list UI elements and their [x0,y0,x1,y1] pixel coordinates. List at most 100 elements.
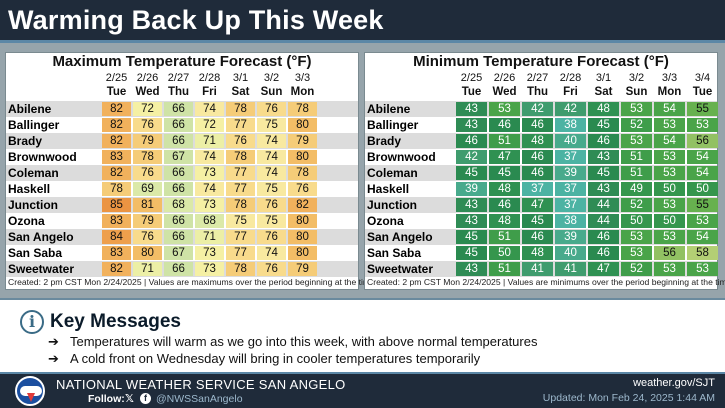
temperature-cell: 38 [555,118,586,132]
temperature-cell: 42 [555,102,586,116]
day-header: Tue [692,86,713,98]
key-message-item: ➔ Temperatures will warm as we go into th… [48,334,537,350]
temperature-cell: 77 [226,182,255,196]
header-bar [0,0,725,42]
city-name: Brownwood [367,150,436,164]
temperature-cell: 54 [687,150,718,164]
social-handle-link[interactable]: @NWSSanAngelo [156,393,243,405]
temperature-cell: 79 [288,262,317,276]
temperature-cell: 73 [195,198,224,212]
temperature-cell: 37 [555,182,586,196]
day-header: Sun [625,86,648,98]
temperature-cell: 54 [687,166,718,180]
temperature-cell: 82 [102,166,131,180]
temperature-cell: 51 [489,134,520,148]
temperature-cell: 39 [555,230,586,244]
min-day-header-row: Tue Wed Thu Fri Sat Sun Mon Tue [365,84,717,100]
city-name: Ozona [8,214,45,228]
date-header: 2/27 [167,72,190,84]
temperature-cell: 82 [102,262,131,276]
temperature-cell: 38 [555,214,586,228]
temperature-cell: 40 [555,246,586,260]
temperature-cell: 53 [621,102,652,116]
temperature-cell: 78 [226,102,255,116]
x-icon[interactable]: 𝕏 [125,393,134,405]
city-name: Brady [8,134,43,148]
table-row: San Saba 83 80 67 73 77 74 80 [6,245,358,261]
city-name: Ballinger [8,118,60,132]
lightning-icon [27,393,35,402]
city-name: San Saba [8,246,63,260]
table-row: Brady 46 51 48 40 46 53 54 56 [365,133,718,149]
temperature-cell: 85 [102,198,131,212]
temperature-cell: 53 [687,118,718,132]
temperature-cell: 66 [164,262,193,276]
temperature-cell: 75 [257,182,286,196]
temperature-cell: 43 [456,198,487,212]
temperature-cell: 43 [456,262,487,276]
table-row: Sweetwater 43 51 41 41 47 52 53 53 [365,261,718,277]
temperature-cell: 45 [456,230,487,244]
temperature-cell: 78 [288,102,317,116]
temperature-cell: 81 [133,198,162,212]
temperature-cell: 77 [226,166,255,180]
temperature-cell: 74 [257,150,286,164]
temperature-cell: 77 [226,118,255,132]
temperature-cell: 71 [195,230,224,244]
day-header: Wed [135,86,160,98]
temperature-cell: 48 [588,102,619,116]
temperature-cell: 46 [588,230,619,244]
table-row: Ballinger 82 76 66 72 77 75 80 [6,117,358,133]
temperature-cell: 66 [164,230,193,244]
temperature-cell: 48 [489,214,520,228]
temperature-cell: 71 [195,134,224,148]
date-header: 3/4 [694,72,711,84]
table-row: Brownwood 83 78 67 74 78 74 80 [6,149,358,165]
temperature-cell: 76 [226,134,255,148]
temperature-cell: 67 [164,246,193,260]
temperature-cell: 37 [522,182,553,196]
temperature-cell: 52 [621,118,652,132]
temperature-cell: 80 [288,230,317,244]
temperature-cell: 76 [257,230,286,244]
temperature-cell: 76 [257,262,286,276]
temperature-cell: 53 [654,262,685,276]
temperature-cell: 53 [687,262,718,276]
temperature-cell: 78 [226,262,255,276]
date-header: 3/3 [661,72,678,84]
day-header: Thu [167,86,190,98]
facebook-icon[interactable]: f [140,393,151,404]
city-name: Coleman [367,166,418,180]
day-header: Sun [260,86,283,98]
office-name: NATIONAL WEATHER SERVICE SAN ANGELO [56,377,346,392]
date-header: 2/28 [559,72,582,84]
temperature-cell: 41 [555,262,586,276]
temperature-cell: 73 [195,166,224,180]
temperature-cell: 84 [102,230,131,244]
temperature-cell: 55 [687,102,718,116]
temperature-cell: 40 [555,134,586,148]
city-name: Haskell [367,182,410,196]
table-row: San Saba 45 50 48 40 46 53 56 58 [365,245,718,261]
day-header: Sat [594,86,613,98]
website-link[interactable]: weather.gov/SJT [633,377,715,389]
nws-logo-icon[interactable] [15,376,45,406]
temperature-cell: 51 [621,150,652,164]
temperature-cell: 52 [621,198,652,212]
temperature-cell: 43 [588,182,619,196]
temperature-cell: 44 [588,214,619,228]
temperature-cell: 51 [489,262,520,276]
temperature-cell: 46 [522,230,553,244]
temperature-cell: 80 [288,246,317,260]
table-row: Abilene 43 53 42 42 48 53 54 55 [365,101,718,117]
temperature-cell: 47 [489,150,520,164]
temperature-cell: 53 [654,118,685,132]
temperature-cell: 72 [133,102,162,116]
temperature-cell: 77 [226,246,255,260]
temperature-cell: 58 [687,246,718,260]
temperature-cell: 75 [257,214,286,228]
temperature-cell: 82 [102,134,131,148]
city-name: San Angelo [8,230,74,244]
temperature-cell: 53 [621,246,652,260]
key-messages-title: Key Messages [50,311,181,332]
